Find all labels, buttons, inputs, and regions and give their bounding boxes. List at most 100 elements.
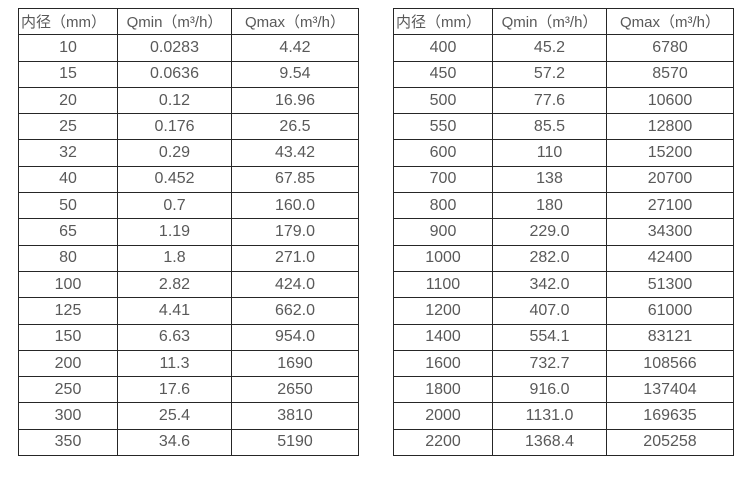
header-cell: 内径（mm） — [18, 7, 118, 36]
table-row: 550 85.5 12800 — [393, 113, 734, 141]
table-cell: 40 — [18, 165, 118, 194]
table-cell: 4.41 — [117, 297, 232, 325]
table-row: 1800 916.0 137404 — [393, 376, 734, 404]
table-cell: 400 — [393, 34, 493, 62]
table-cell: 77.6 — [492, 86, 607, 115]
table-cell: 43.42 — [231, 139, 359, 167]
table-cell: 57.2 — [492, 60, 607, 88]
table-row: 400 45.2 6780 — [393, 34, 734, 62]
table-row: 300 25.4 3810 — [18, 402, 359, 430]
header-cell: Qmax（m³/h） — [231, 7, 359, 36]
table-cell: 34300 — [606, 218, 734, 246]
table-cell: 125 — [18, 297, 118, 325]
table-row: 20 0.12 16.96 — [18, 86, 359, 115]
table-cell: 6.63 — [117, 323, 232, 351]
table-cell: 916.0 — [492, 376, 607, 404]
table-cell: 17.6 — [117, 376, 232, 404]
table-cell: 2650 — [231, 376, 359, 404]
table-row: 1400 554.1 83121 — [393, 323, 734, 351]
table-cell: 11.3 — [117, 349, 232, 378]
table-cell: 1400 — [393, 323, 493, 351]
table-cell: 1000 — [393, 244, 493, 272]
table-row: 450 57.2 8570 — [393, 60, 734, 88]
table-cell: 1368.4 — [492, 428, 607, 457]
table-cell: 550 — [393, 113, 493, 141]
table-row: 25 0.176 26.5 — [18, 113, 359, 141]
table-cell: 6780 — [606, 34, 734, 62]
table-cell: 700 — [393, 165, 493, 194]
table-cell: 2.82 — [117, 270, 232, 299]
table-cell: 1200 — [393, 297, 493, 325]
table-cell: 200 — [18, 349, 118, 378]
table-cell: 20700 — [606, 165, 734, 194]
table-row: 50 0.7 160.0 — [18, 192, 359, 220]
table-row: 65 1.19 179.0 — [18, 218, 359, 246]
table-cell: 2000 — [393, 402, 493, 430]
table-row: 2200 1368.4 205258 — [393, 428, 734, 457]
table-row: 150 6.63 954.0 — [18, 323, 359, 351]
table-cell: 350 — [18, 428, 118, 457]
table-cell: 5190 — [231, 428, 359, 457]
table-cell: 205258 — [606, 428, 734, 457]
header-row: 内径（mm） Qmin（m³/h） Qmax（m³/h） — [18, 7, 359, 36]
table-cell: 954.0 — [231, 323, 359, 351]
table-cell: 108566 — [606, 349, 734, 378]
table-cell: 16.96 — [231, 86, 359, 115]
table-cell: 1600 — [393, 349, 493, 378]
spec-tables-container: 内径（mm） Qmin（m³/h） Qmax（m³/h） 10 0.0283 4.42 1… — [18, 7, 734, 457]
table-cell: 732.7 — [492, 349, 607, 378]
table-row: 500 77.6 10600 — [393, 86, 734, 115]
table-cell: 138 — [492, 165, 607, 194]
table-cell: 9.54 — [231, 60, 359, 88]
table-body: 10 0.0283 4.42 15 0.0636 9.54 20 0.12 16.96 25 0.1… — [18, 34, 359, 457]
table-cell: 0.176 — [117, 113, 232, 141]
table-cell: 179.0 — [231, 218, 359, 246]
table-cell: 3810 — [231, 402, 359, 430]
table-cell: 100 — [18, 270, 118, 299]
table-cell: 10 — [18, 34, 118, 62]
table-cell: 26.5 — [231, 113, 359, 141]
table-cell: 900 — [393, 218, 493, 246]
table-cell: 1690 — [231, 349, 359, 378]
table-cell: 2200 — [393, 428, 493, 457]
table-row: 40 0.452 67.85 — [18, 165, 359, 194]
table-cell: 27100 — [606, 192, 734, 220]
table-row: 350 34.6 5190 — [18, 428, 359, 457]
table-body: 400 45.2 6780 450 57.2 8570 500 77.6 10600 550 85.… — [393, 34, 734, 457]
table-cell: 25 — [18, 113, 118, 141]
table-cell: 80 — [18, 244, 118, 272]
table-row: 32 0.29 43.42 — [18, 139, 359, 167]
table-cell: 150 — [18, 323, 118, 351]
header-cell: Qmin（m³/h） — [117, 7, 232, 36]
table-cell: 12800 — [606, 113, 734, 141]
table-header-row: 内径（mm） Qmin（m³/h） Qmax（m³/h） — [18, 7, 359, 36]
table-row: 1600 732.7 108566 — [393, 349, 734, 378]
table-row: 900 229.0 34300 — [393, 218, 734, 246]
table-cell: 20 — [18, 86, 118, 115]
table-cell: 34.6 — [117, 428, 232, 457]
table-cell: 10600 — [606, 86, 734, 115]
table-cell: 169635 — [606, 402, 734, 430]
flow-table-small-diameters: 内径（mm） Qmin（m³/h） Qmax（m³/h） 10 0.0283 4.42 1… — [18, 7, 359, 457]
table-cell: 1.19 — [117, 218, 232, 246]
table-cell: 50 — [18, 192, 118, 220]
table-cell: 51300 — [606, 270, 734, 299]
table-row: 200 11.3 1690 — [18, 349, 359, 378]
table-row: 600 110 15200 — [393, 139, 734, 167]
table-row: 2000 1131.0 169635 — [393, 402, 734, 430]
table-cell: 4.42 — [231, 34, 359, 62]
table-cell: 0.0636 — [117, 60, 232, 88]
table-cell: 160.0 — [231, 192, 359, 220]
table-cell: 424.0 — [231, 270, 359, 299]
table-cell: 0.12 — [117, 86, 232, 115]
table-cell: 0.0283 — [117, 34, 232, 62]
table-cell: 407.0 — [492, 297, 607, 325]
table-cell: 600 — [393, 139, 493, 167]
table-row: 1200 407.0 61000 — [393, 297, 734, 325]
table-cell: 137404 — [606, 376, 734, 404]
header-cell: 内径（mm） — [393, 7, 493, 36]
table-cell: 250 — [18, 376, 118, 404]
table-cell: 342.0 — [492, 270, 607, 299]
table-row: 80 1.8 271.0 — [18, 244, 359, 272]
table-cell: 229.0 — [492, 218, 607, 246]
